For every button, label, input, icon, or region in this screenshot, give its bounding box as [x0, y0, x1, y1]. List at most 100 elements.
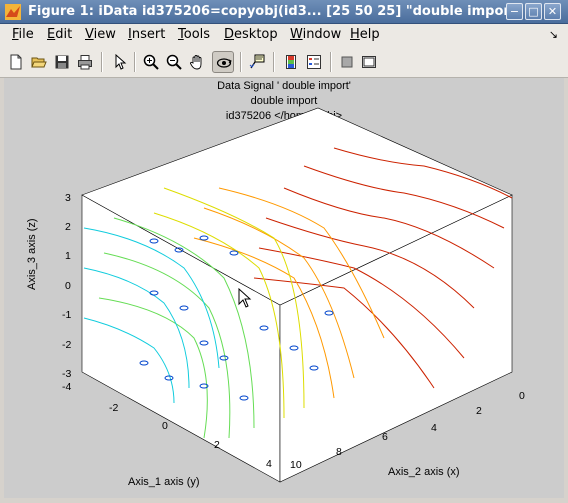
axis1-tick-label: -4 [62, 381, 72, 393]
z-tick-label: -2 [62, 339, 72, 351]
contour-line-red [253, 277, 435, 389]
mouse-pointer-icon [238, 288, 252, 308]
maximize-button[interactable]: □ [525, 3, 542, 20]
toolbar-separator [273, 52, 275, 72]
close-button[interactable]: ✕ [544, 3, 561, 20]
new-figure-button[interactable] [5, 51, 27, 73]
contour-line-red [258, 247, 465, 359]
rotate-3d-icon [216, 58, 232, 68]
contour-island-blue [229, 250, 239, 256]
menu-desktop[interactable]: Desktop [224, 27, 278, 42]
contour-line-cyan [83, 267, 190, 389]
z-tick-label: 0 [65, 280, 71, 292]
axis2-tick-label: 4 [431, 422, 437, 434]
z-tick-label: 2 [65, 221, 71, 233]
contour-line-green [103, 252, 231, 439]
folder-open-icon [31, 57, 47, 68]
hide-plot-tools-button[interactable] [336, 51, 358, 73]
contour-island-blue [324, 310, 334, 316]
legend-icon [307, 55, 321, 69]
contour-island-blue [199, 340, 209, 346]
menu-tools[interactable]: Tools [178, 27, 211, 42]
menu-file[interactable]: File [12, 27, 34, 42]
dock-arrow-icon[interactable]: ↘ [548, 28, 558, 41]
menu-edit[interactable]: Edit [47, 27, 73, 42]
contour-line-red [283, 187, 495, 269]
save-disk-icon [55, 55, 69, 69]
window-title: Figure 1: iData id375206=copyobj(id3... … [28, 4, 508, 19]
rotate-3d-button[interactable] [212, 51, 234, 73]
menubar: File Edit View Insert Tools Desktop Wind… [0, 24, 568, 46]
plot-title-line-1: Data Signal ' double import' [217, 80, 351, 92]
contour-island-blue [289, 345, 299, 351]
toolbar [0, 46, 568, 78]
figure-canvas[interactable]: Data Signal ' double import' double impo… [4, 78, 564, 498]
data-cursor-icon [249, 54, 265, 69]
contour-island-blue [199, 235, 209, 241]
contour-line-green [98, 297, 208, 439]
axis1-tick-label: -2 [109, 402, 119, 414]
zoom-in-button[interactable] [140, 51, 162, 73]
plot-title-line-2: double import [250, 95, 318, 107]
window-titlebar[interactable]: Figure 1: iData id375206=copyobj(id3... … [0, 0, 568, 24]
contour-line-cyan [83, 317, 175, 404]
edit-plot-button[interactable] [108, 51, 130, 73]
open-file-button[interactable] [28, 51, 50, 73]
contour-island-blue [219, 355, 229, 361]
data-cursor-button[interactable] [246, 51, 268, 73]
contour-line-orange [193, 237, 335, 399]
contour-island-blue [179, 305, 189, 311]
menu-window[interactable]: Window [290, 27, 342, 42]
z-tick-label: 1 [65, 250, 71, 262]
printer-icon [78, 55, 92, 70]
menu-help[interactable]: Help [350, 27, 380, 42]
zoom-out-button[interactable] [163, 51, 185, 73]
contour-line-green [113, 217, 255, 429]
legend-button[interactable] [303, 51, 325, 73]
contour-island-blue [149, 238, 159, 244]
show-plot-tools-button[interactable] [358, 51, 380, 73]
axis1-label: Axis_1 axis (y) [128, 476, 200, 488]
matlab-logo-icon [5, 4, 21, 20]
contour-island-blue [199, 383, 209, 389]
contour-line-red [265, 217, 475, 309]
contour-island-blue [174, 247, 184, 253]
zoom-in-icon [143, 54, 159, 70]
contour-line-red [333, 147, 513, 199]
toolbar-separator [240, 52, 242, 72]
contour-island-blue [139, 360, 149, 366]
save-button[interactable] [51, 51, 73, 73]
contour-island-blue [239, 395, 249, 401]
print-button[interactable] [74, 51, 96, 73]
colorbar-button[interactable] [280, 51, 302, 73]
z-axis-label: Axis_3 axis (z) [26, 218, 38, 290]
axis2-label: Axis_2 axis (x) [388, 466, 460, 478]
axis1-tick-label: 4 [266, 458, 272, 470]
menu-view[interactable]: View [85, 27, 116, 42]
new-file-icon [10, 54, 22, 70]
contour-island-blue [259, 325, 269, 331]
toolbar-separator [101, 52, 103, 72]
show-plot-tools-icon [362, 56, 376, 68]
minimize-button[interactable]: − [506, 3, 523, 20]
z-tick-label: 3 [65, 192, 71, 204]
contour-island-blue [164, 375, 174, 381]
plot-axes[interactable] [4, 78, 564, 498]
z-tick-label: -1 [62, 309, 72, 321]
contour-line-cyan [83, 227, 220, 369]
toolbar-separator [330, 52, 332, 72]
toolbar-separator [134, 52, 136, 72]
z-tick-label: -3 [62, 368, 72, 380]
menu-insert[interactable]: Insert [128, 27, 166, 42]
axis2-tick-label: 6 [382, 431, 388, 443]
contour-line-orange [203, 207, 355, 379]
contour-line-orange [218, 187, 385, 339]
arrow-pointer-icon [115, 54, 127, 70]
axis1-tick-label: 2 [214, 439, 220, 451]
contour-island-blue [309, 365, 319, 371]
axis2-tick-label: 0 [519, 390, 525, 402]
hand-pan-icon [190, 55, 202, 70]
colorbar-icon [286, 55, 296, 69]
pan-button[interactable] [186, 51, 208, 73]
axis2-tick-label: 2 [476, 405, 482, 417]
